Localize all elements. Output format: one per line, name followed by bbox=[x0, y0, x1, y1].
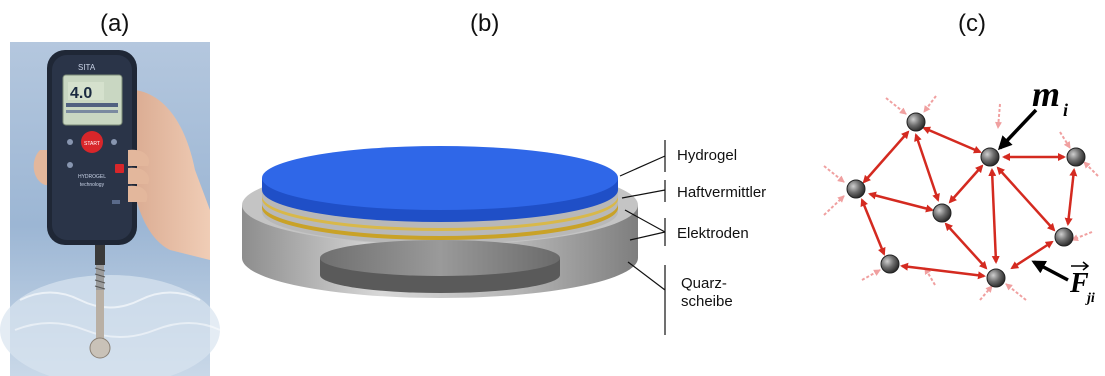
vector-arrow-icon bbox=[1071, 261, 1090, 271]
hand bbox=[120, 89, 210, 260]
panel-label-b: (b) bbox=[470, 10, 500, 37]
mass-subscript: i bbox=[1063, 100, 1068, 120]
node bbox=[1054, 227, 1074, 247]
product-line2: technology bbox=[80, 182, 105, 188]
panel-label-c: (c) bbox=[958, 10, 986, 37]
water-surface bbox=[0, 275, 220, 376]
bottom-electrode bbox=[320, 240, 560, 276]
label-electrodes: Elektroden bbox=[677, 225, 749, 242]
label-adhesion: Haftvermittler bbox=[677, 184, 766, 201]
probe-collar bbox=[95, 245, 105, 265]
node bbox=[986, 268, 1006, 288]
mass-spring-network: m i F ji bbox=[823, 74, 1099, 306]
network-nodes bbox=[846, 112, 1086, 288]
power-button bbox=[115, 164, 124, 173]
start-button bbox=[81, 131, 103, 153]
node bbox=[906, 112, 926, 132]
probe-rod bbox=[96, 290, 104, 340]
node bbox=[880, 254, 900, 274]
mass-pointer-arrow bbox=[997, 108, 1038, 151]
force-pointer-arrow bbox=[1031, 260, 1069, 282]
label-quartz-1: Quarz- bbox=[681, 275, 727, 292]
device-brand: SITA bbox=[78, 63, 96, 72]
start-button-label: START bbox=[84, 141, 100, 147]
node bbox=[846, 179, 866, 199]
panel-label-a: (a) bbox=[100, 10, 130, 37]
sensor-schematic: Hydrogel Haftvermittler Elektroden Quarz… bbox=[242, 140, 766, 335]
display-value: 4.0 bbox=[70, 85, 92, 102]
hydrogel-top bbox=[262, 146, 618, 210]
probe-bubble bbox=[89, 337, 111, 359]
node bbox=[1066, 147, 1086, 167]
node bbox=[932, 203, 952, 223]
node-mi bbox=[980, 147, 1000, 167]
mass-symbol: m bbox=[1032, 74, 1060, 114]
label-hydrogel: Hydrogel bbox=[677, 147, 737, 164]
force-symbol: F bbox=[1069, 268, 1089, 299]
product-line1: HYDROGEL bbox=[78, 174, 106, 180]
force-subscript: ji bbox=[1085, 291, 1095, 306]
device-photo: 4.0 SITA START HYDROGEL technology bbox=[0, 42, 221, 376]
label-quartz-2: scheibe bbox=[681, 293, 733, 310]
